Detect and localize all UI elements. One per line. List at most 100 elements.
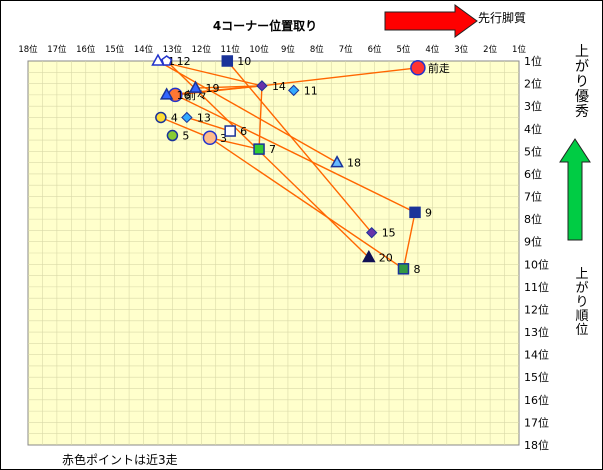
series-segment xyxy=(402,212,416,269)
top-arrow xyxy=(384,4,478,38)
series-segment xyxy=(186,116,231,132)
y-tick-label: 15位 xyxy=(524,370,549,384)
series-segment xyxy=(209,137,260,150)
series-segment xyxy=(166,85,263,96)
point-label-13: 13 xyxy=(197,111,211,124)
right-bottom-label-char: り xyxy=(575,295,588,310)
series-segment xyxy=(226,60,373,234)
x-tick-label: 10位 xyxy=(249,44,269,55)
x-tick-label: 4位 xyxy=(425,44,439,55)
point-12 xyxy=(161,55,173,66)
point-label-15: 15 xyxy=(382,227,396,240)
series-segment xyxy=(195,85,262,89)
series-segment xyxy=(258,85,263,150)
point-14 xyxy=(256,80,268,92)
y-tick-label: 16位 xyxy=(524,393,549,407)
point-label-4: 4 xyxy=(171,111,178,124)
x-tick-label: 8位 xyxy=(310,44,324,55)
right-bottom-label-char: 上 xyxy=(575,267,588,282)
y-tick-label: 2位 xyxy=(524,77,542,91)
x-tick-label: 15位 xyxy=(105,44,125,55)
point-label-5: 5 xyxy=(182,130,189,143)
point-7 xyxy=(253,143,265,155)
point-label-7: 7 xyxy=(269,143,276,156)
right-bottom-label-char: が xyxy=(575,281,588,296)
series-segment xyxy=(160,116,211,139)
y-tick-label: 9位 xyxy=(524,235,542,249)
y-tick-label: 18位 xyxy=(524,438,549,452)
footnote: 赤色ポイントは近3走 xyxy=(62,453,178,467)
point-16 xyxy=(159,87,174,100)
y-tick-label: 4位 xyxy=(524,122,542,136)
point-label-9: 9 xyxy=(425,206,432,219)
series-segment xyxy=(174,94,416,213)
point-10 xyxy=(221,55,234,67)
point-label-3: 3 xyxy=(220,132,227,145)
x-tick-label: 18位 xyxy=(18,44,38,55)
y-tick-label: 10位 xyxy=(524,257,549,271)
right-bottom-label-char: 位 xyxy=(575,323,588,338)
point-label-19: 19 xyxy=(206,82,220,95)
point-label-前走: 前走 xyxy=(428,61,450,75)
chart-title: 4コーナー位置取り xyxy=(213,18,317,33)
right-arrow xyxy=(559,138,591,241)
right-top-label-char: り xyxy=(575,74,589,90)
point-15 xyxy=(365,226,378,239)
point-11 xyxy=(288,84,300,97)
point-19 xyxy=(188,80,203,93)
y-tick-label: 5位 xyxy=(524,144,542,158)
point-label-20: 20 xyxy=(379,252,393,265)
point-3 xyxy=(202,130,218,146)
point-label-10: 10 xyxy=(237,55,251,68)
right-top-label-char: が xyxy=(575,59,589,75)
x-tick-label: 6位 xyxy=(368,44,382,55)
right-top-label-char: 上 xyxy=(575,44,589,60)
y-tick-label: 3位 xyxy=(524,99,542,113)
x-tick-label: 1位 xyxy=(512,44,526,55)
point-前走 xyxy=(410,60,426,76)
right-top-label-char: 優 xyxy=(575,89,589,105)
point-4 xyxy=(155,111,167,124)
x-tick-label: 9位 xyxy=(281,44,295,55)
grid xyxy=(28,61,519,445)
x-tick-label: 17位 xyxy=(47,44,67,55)
point-label-16: 16 xyxy=(177,89,191,102)
point-label-12: 12 xyxy=(177,55,191,68)
x-tick-label: 14位 xyxy=(134,44,154,55)
x-tick-label: 16位 xyxy=(76,44,96,55)
top-arrow-label: 先行脚質 xyxy=(478,10,526,25)
right-bottom-label-char: 順 xyxy=(575,309,588,324)
y-tick-label: 8位 xyxy=(524,212,542,226)
y-tick-label: 12位 xyxy=(524,302,549,316)
y-tick-label: 6位 xyxy=(524,167,542,181)
point-label-11: 11 xyxy=(304,84,318,97)
y-tick-label: 14位 xyxy=(524,348,549,362)
y-tick-label: 11位 xyxy=(524,280,549,294)
right-top-label-char: 秀 xyxy=(575,104,589,120)
point-9 xyxy=(409,206,421,219)
point-label-18: 18 xyxy=(347,157,361,170)
point-20 xyxy=(362,249,376,263)
y-tick-label: 13位 xyxy=(524,325,549,339)
series-segment xyxy=(166,60,370,259)
x-tick-label: 5位 xyxy=(397,44,411,55)
point-label-14: 14 xyxy=(272,80,286,93)
x-tick-label: 7位 xyxy=(339,44,353,55)
x-tick-label: 13位 xyxy=(163,44,183,55)
series-segment xyxy=(157,60,338,164)
x-tick-label: 11位 xyxy=(221,44,241,55)
x-tick-label: 3位 xyxy=(454,44,468,55)
point-18 xyxy=(330,155,344,168)
point-8 xyxy=(397,263,410,275)
series-segment xyxy=(261,67,418,87)
series-segment xyxy=(209,137,404,270)
y-tick-label: 7位 xyxy=(524,190,542,204)
x-tick-label: 12位 xyxy=(192,44,212,55)
y-tick-label: 17位 xyxy=(524,415,549,429)
point-13 xyxy=(181,111,193,124)
point-label-8: 8 xyxy=(413,263,420,276)
series-lines xyxy=(157,60,418,270)
